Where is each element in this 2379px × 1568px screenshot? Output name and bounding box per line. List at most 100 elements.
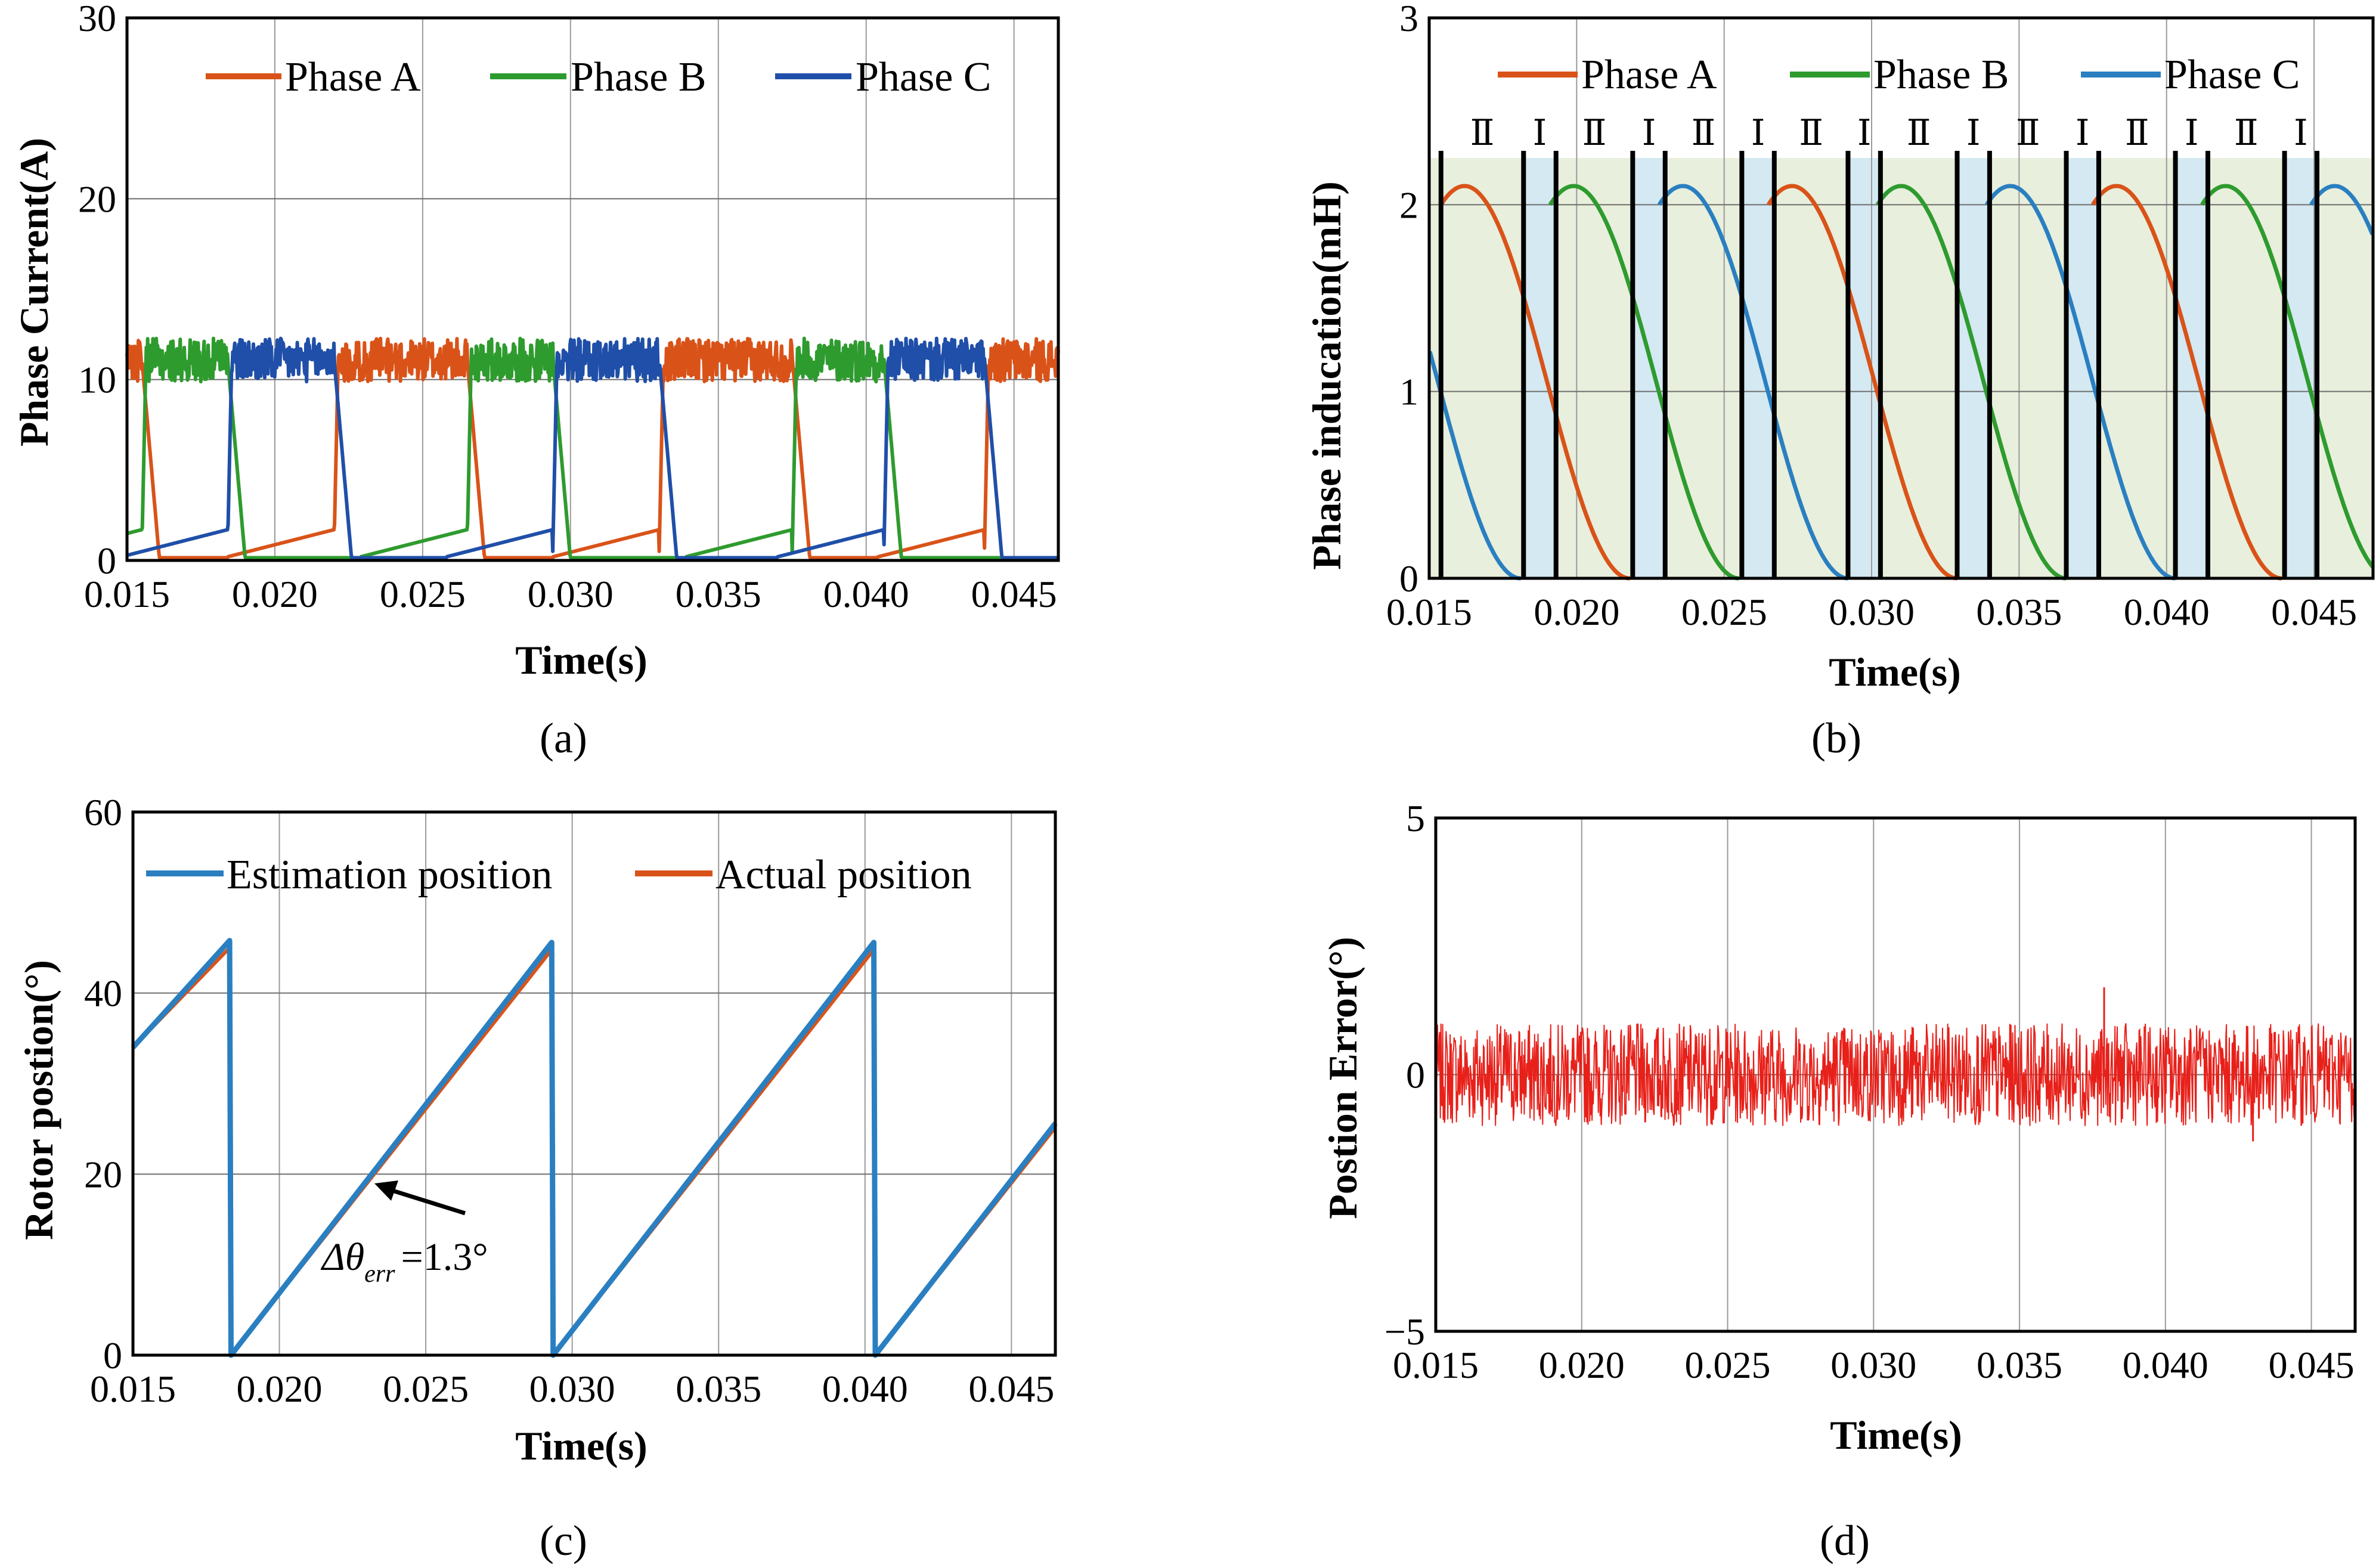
data-layer-a — [125, 336, 1060, 560]
legend-b: Phase A Phase B Phase C — [1498, 52, 2300, 98]
y-tick-label-c-3: 60 — [84, 791, 122, 833]
legend-label-c-1: Actual position — [715, 852, 972, 898]
zone-label-6: Ⅱ — [1799, 113, 1823, 153]
plot-frame-d — [1434, 816, 2357, 1333]
y-tick-label-d-1: 0 — [1406, 1054, 1425, 1096]
zone-label-3: Ⅰ — [1642, 113, 1656, 153]
data-layer-c — [131, 938, 1058, 1358]
y-tick-label-b-2: 2 — [1399, 184, 1418, 226]
annotation-subscript: err — [364, 1260, 395, 1288]
series-b-0-segment-2 — [2091, 184, 2282, 581]
series-b-2-segment-2 — [1985, 184, 2176, 581]
series-b-2-segment-3 — [2309, 184, 2375, 235]
zone-label-11: Ⅰ — [2076, 113, 2090, 153]
region-I-fill-6 — [2175, 158, 2208, 578]
y-axis-label-c: Rotor postion(°) — [16, 960, 61, 1240]
x-tick-label-b-5: 0.040 — [2124, 591, 2210, 633]
zone-label-15: Ⅰ — [2294, 113, 2308, 153]
series-b-1-segment-1 — [1875, 184, 2067, 581]
x-tick-label-c-0: 0.015 — [90, 1368, 176, 1410]
annotation-c: Δθerr =1.3° — [320, 1180, 488, 1288]
zone-label-7: Ⅰ — [1857, 113, 1872, 153]
x-axis-label-c: Time(s) — [515, 1423, 648, 1468]
y-tick-label-c-2: 40 — [84, 972, 122, 1015]
zone-label-4: Ⅱ — [1692, 113, 1716, 153]
legend-label-a-0: Phase A — [285, 54, 421, 100]
series-b-2 — [1427, 184, 2375, 581]
zone-label-8: Ⅱ — [1907, 113, 1931, 153]
x-tick-label-d-6: 0.045 — [2269, 1344, 2355, 1386]
grid-b — [1429, 18, 2373, 578]
legend-label-a-2: Phase C — [856, 54, 992, 100]
series-a-2 — [126, 336, 1060, 560]
panel-label-b: (b) — [1811, 714, 1861, 762]
overlay-layer-b: 0.015 0.020 0.025 0.030 0.035 0.040 0.045 0 1 2 3 Ⅱ… — [1386, 0, 2375, 633]
plot-area-c: 0.015 0.020 0.025 0.030 0.035 0.040 0.045 0 20 40… — [84, 791, 1058, 1410]
x-tick-label-d-5: 0.040 — [2123, 1344, 2208, 1386]
legend-c: Estimation position Actual position — [146, 852, 972, 898]
zone-label-2: Ⅱ — [1582, 113, 1607, 153]
series-a-0-line — [125, 336, 1060, 560]
annotation-arrow-shaft — [388, 1187, 466, 1216]
series-b-0-segment-0 — [1439, 184, 1630, 581]
series-c-0-line — [131, 938, 1058, 1358]
region-I-fill-5 — [2066, 158, 2099, 578]
overlay-layer-a: 0.015 0.020 0.025 0.030 0.035 0.040 0.045 0 10 20… — [78, 0, 1060, 615]
zone-label-5: Ⅰ — [1751, 113, 1765, 153]
grid-c — [133, 812, 1055, 1355]
y-tick-label-b-3: 3 — [1399, 0, 1418, 39]
y-tick-label-a-2: 20 — [78, 178, 116, 220]
series-b-2-segment-1 — [1657, 184, 1848, 581]
zone-label-10: Ⅱ — [2016, 113, 2040, 153]
zone-label-12: Ⅱ — [2125, 113, 2149, 153]
y-tick-label-c-0: 0 — [103, 1334, 122, 1377]
series-a-1 — [126, 336, 1060, 560]
series-b-1-segment-0 — [1548, 184, 1739, 581]
legend-a: Phase A Phase B Phase C — [206, 54, 992, 100]
zone-label-13: Ⅰ — [2185, 113, 2199, 153]
x-tick-label-a-5: 0.040 — [823, 573, 909, 615]
series-b-0-segment-1 — [1766, 184, 1957, 581]
x-axis-label-b: Time(s) — [1829, 649, 1961, 695]
overlay-layer-d: 0.015 0.020 0.025 0.030 0.035 0.040 0.045 −5 0 5 — [1384, 797, 2357, 1386]
background-layer-b — [1429, 158, 2373, 578]
plot-frame-c — [131, 810, 1057, 1357]
legend-label-a-1: Phase B — [571, 54, 707, 100]
zone-label-0: Ⅱ — [1470, 113, 1495, 153]
x-tick-label-a-3: 0.030 — [528, 573, 614, 615]
zone-label-14: Ⅱ — [2234, 113, 2259, 153]
zone-label-1: Ⅰ — [1533, 113, 1547, 153]
data-layer-b — [1427, 184, 2375, 581]
panel-label-c: (c) — [540, 1517, 587, 1564]
plot-area-b: 0.015 0.020 0.025 0.030 0.035 0.040 0.045 0 1 2 3 Ⅱ… — [1386, 0, 2375, 633]
x-tick-label-b-2: 0.025 — [1681, 591, 1767, 633]
x-tick-label-c-2: 0.025 — [383, 1368, 469, 1410]
series-d-0-line — [1435, 1023, 2356, 1126]
series-a-1-line — [126, 336, 1060, 560]
plot-frame-a — [125, 16, 1060, 562]
y-tick-label-a-3: 30 — [78, 0, 116, 39]
region-I-fill-0 — [1523, 158, 1556, 578]
x-tick-label-c-1: 0.020 — [237, 1368, 323, 1410]
panel-label-a: (a) — [540, 714, 587, 762]
x-tick-label-d-0: 0.015 — [1393, 1344, 1479, 1386]
plot-area-d: 0.015 0.020 0.025 0.030 0.035 0.040 0.045 −5 0 5 — [1384, 797, 2357, 1386]
x-tick-label-c-5: 0.040 — [822, 1368, 908, 1410]
legend-label-c-0: Estimation position — [227, 852, 552, 898]
series-a-2-line — [126, 336, 1060, 560]
y-axis-label-b: Phase inducation(mH) — [1304, 181, 1349, 570]
region-I-fill-4 — [1957, 158, 1990, 578]
x-tick-label-b-1: 0.020 — [1534, 591, 1619, 633]
y-tick-label-a-1: 10 — [78, 359, 116, 401]
y-tick-label-a-0: 0 — [97, 540, 116, 582]
panel-c: 0.015 0.020 0.025 0.030 0.035 0.040 0.045 0 20 40… — [16, 791, 1058, 1564]
y-tick-label-d-2: 5 — [1406, 797, 1425, 839]
x-axis-label-a: Time(s) — [515, 637, 648, 683]
y-axis-label-d: Postion Error(°) — [1320, 937, 1365, 1219]
zone-label-9: Ⅰ — [1966, 113, 1981, 153]
x-tick-label-a-6: 0.045 — [971, 573, 1057, 615]
y-axis-label-a: Phase Current(A) — [11, 138, 57, 447]
y-tick-label-c-1: 20 — [84, 1153, 122, 1195]
x-tick-label-b-6: 0.045 — [2271, 591, 2357, 633]
